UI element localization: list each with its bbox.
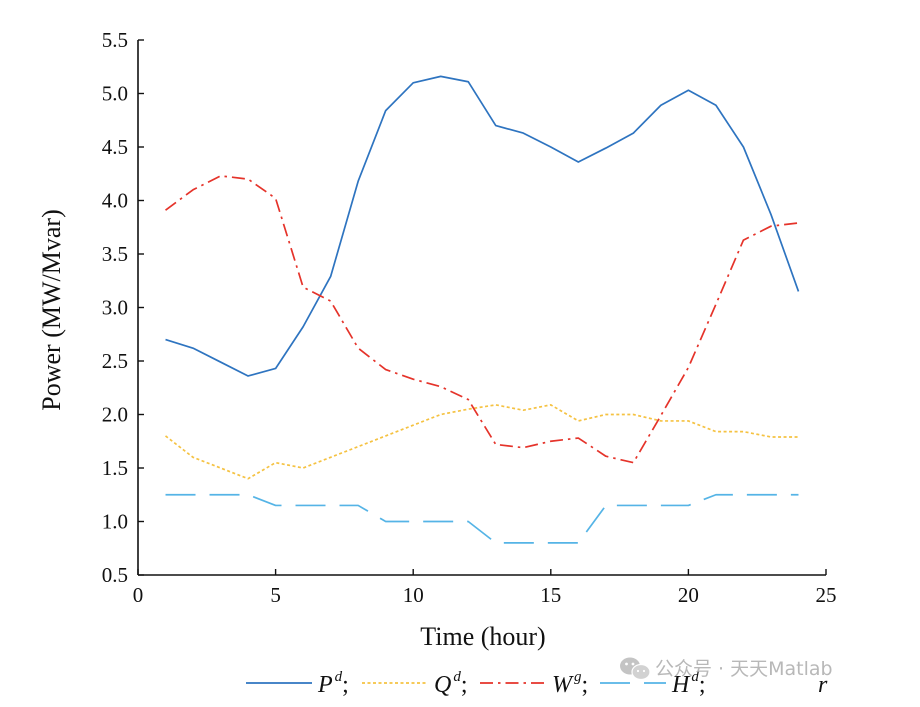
x-tick-label: 10 [403,583,424,607]
x-tick-label: 15 [540,583,561,607]
x-axis-ticks: 0 5 10 15 20 25 [133,569,837,607]
y-tick-label: 2.0 [102,403,128,427]
y-tick-label: 4.0 [102,189,128,213]
y-tick-label: 3.0 [102,296,128,320]
plot-area [164,75,800,544]
x-tick-label: 5 [270,583,281,607]
y-tick-label: 3.5 [102,242,128,266]
y-tick-label: 1.0 [102,510,128,534]
y-tick-label: 5.0 [102,82,128,106]
series-line-pd [165,75,800,377]
watermark-text: 公众号 · 天天Matlab [655,658,833,680]
x-tick-label: 0 [133,583,144,607]
x-tick-label: 25 [816,583,837,607]
y-tick-label: 1.5 [102,456,128,480]
watermark: 公众号 · 天天Matlab [620,657,833,681]
y-axis-title: Power (MW/Mvar) [37,209,66,410]
wechat-icon [620,657,651,681]
legend-trailing-glyph: r [818,672,828,698]
axes: 0 5 10 15 20 25 0.5 1.0 1.5 2.0 2.5 3.0 3.5 4.0 4.5 5.… [102,28,837,607]
series-line-wg [165,175,799,464]
series-line-qd [164,404,799,480]
series-line-hd [165,493,799,544]
y-axis-ticks: 0.5 1.0 1.5 2.0 2.5 3.0 3.5 4.0 4.5 5.0 5.5 [102,28,144,587]
x-tick-label: 20 [678,583,699,607]
y-tick-label: 5.5 [102,28,128,52]
y-tick-label: 4.5 [102,135,128,159]
y-tick-label: 0.5 [102,563,128,587]
x-axis-title: Time (hour) [420,622,545,651]
y-tick-label: 2.5 [102,349,128,373]
